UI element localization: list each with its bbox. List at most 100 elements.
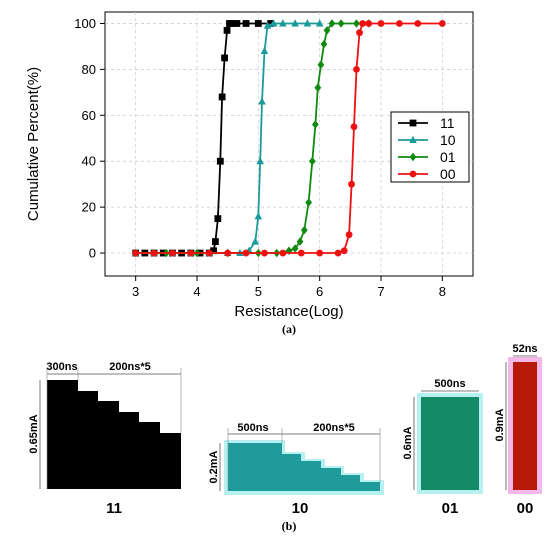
data-point-00 [438,20,446,27]
pulse-00-state-label: 00 [517,500,534,517]
data-point-01 [291,244,299,253]
pulse-10-amp-label: 0.2mA [208,450,220,483]
data-point-00 [414,20,422,27]
data-point-00 [242,249,250,257]
legend-marker-00 [409,170,417,178]
y-tick-label: 20 [82,200,96,215]
data-point-01 [320,39,328,49]
data-point-10 [269,19,278,27]
data-point-10 [263,21,272,29]
pulse-01-shape [421,397,479,490]
data-point-00 [297,249,305,257]
y-tick-label: 60 [82,108,96,123]
pulse-10-width-label: 500ns [237,422,268,434]
pulse-10: 500ns 200ns*5 0.2mA 10 [208,422,384,517]
data-point-11 [216,157,224,165]
data-point-10 [303,19,312,27]
pulse-11-state-label: 11 [106,500,122,517]
data-point-00 [205,249,213,257]
pulse-01-state-label: 01 [442,500,459,517]
data-point-00 [316,249,324,257]
data-point-00 [377,20,385,27]
pulse-00: 52ns 0.9mA 00 [494,343,542,517]
data-point-10 [291,19,299,27]
data-point-11 [221,54,228,62]
pulse-01: 500ns 0.6mA 01 [402,378,483,517]
pulse-11-amp-label: 0.65mA [28,414,40,453]
pulse-10-shape [228,443,380,491]
data-point-00 [348,180,355,188]
data-point-01 [300,225,308,235]
data-point-00 [132,249,140,257]
data-point-01 [317,60,325,69]
x-tick-label: 3 [132,284,139,299]
legend-label-01: 01 [440,149,456,165]
series-00 [132,20,446,257]
x-tick-label: 4 [193,284,200,299]
legend-label-00: 00 [440,166,456,182]
data-point-00 [224,249,232,257]
x-tick-label: 7 [377,284,384,299]
pulse-01-width-label: 500ns [434,378,465,390]
x-tick-label: 8 [439,284,446,299]
y-tick-label: 0 [89,246,96,261]
data-point-11 [218,93,226,101]
legend-marker-01 [409,152,417,162]
pulse-panel-b: 300ns 200ns*5 0.65mA 11 500ns 200ns*5 0.… [28,343,542,533]
series-layer [131,19,446,258]
caption-a: (a) [282,322,296,336]
data-point-01 [305,198,313,207]
data-point-00 [396,20,403,27]
pulse-10-steps-label: 200ns*5 [313,422,355,434]
pulse-11: 300ns 200ns*5 0.65mA 11 [28,361,182,517]
pulse-00-width-label: 52ns [512,343,537,355]
y-tick-label: 40 [82,154,96,169]
pulse-00-amp-label: 0.9mA [494,408,506,441]
data-point-11 [242,20,250,27]
data-point-00 [356,29,363,37]
data-point-11 [267,20,274,27]
data-point-00 [365,20,373,27]
data-point-00 [340,247,348,255]
x-tick-label: 5 [255,284,262,299]
data-point-01 [296,237,304,246]
data-point-10 [279,19,287,27]
data-point-01 [308,157,316,166]
data-point-10 [256,157,264,165]
data-point-00 [279,249,287,257]
pulse-10-state-label: 10 [292,500,309,517]
pulse-01-amp-label: 0.6mA [402,426,414,459]
data-point-00 [353,65,360,73]
data-point-00 [350,123,358,131]
caption-b: (b) [282,519,297,533]
legend-marker-10 [409,135,417,143]
data-point-01 [328,19,336,28]
data-point-00 [334,249,342,257]
data-point-00 [169,249,176,257]
y-tick-label: 100 [74,16,96,31]
pulse-11-width-label: 300ns [46,361,77,373]
pulse-11-steps-label: 200ns*5 [109,361,151,373]
x-tick-label: 6 [316,284,323,299]
data-point-00 [261,249,268,257]
data-point-11 [210,247,217,255]
data-point-01 [353,19,360,28]
y-tick-label: 80 [82,62,96,77]
data-point-00 [359,20,366,27]
legend-label-11: 11 [440,115,455,131]
data-point-11 [233,20,241,27]
data-point-10 [251,237,260,245]
data-point-01 [314,83,322,92]
legend-marker-11 [409,119,417,127]
x-axis-label: Resistance(Log) [234,303,343,320]
data-point-10 [258,97,266,105]
data-point-11 [223,26,231,34]
data-point-11 [212,238,219,245]
data-point-00 [187,249,195,257]
data-point-01 [323,26,331,35]
